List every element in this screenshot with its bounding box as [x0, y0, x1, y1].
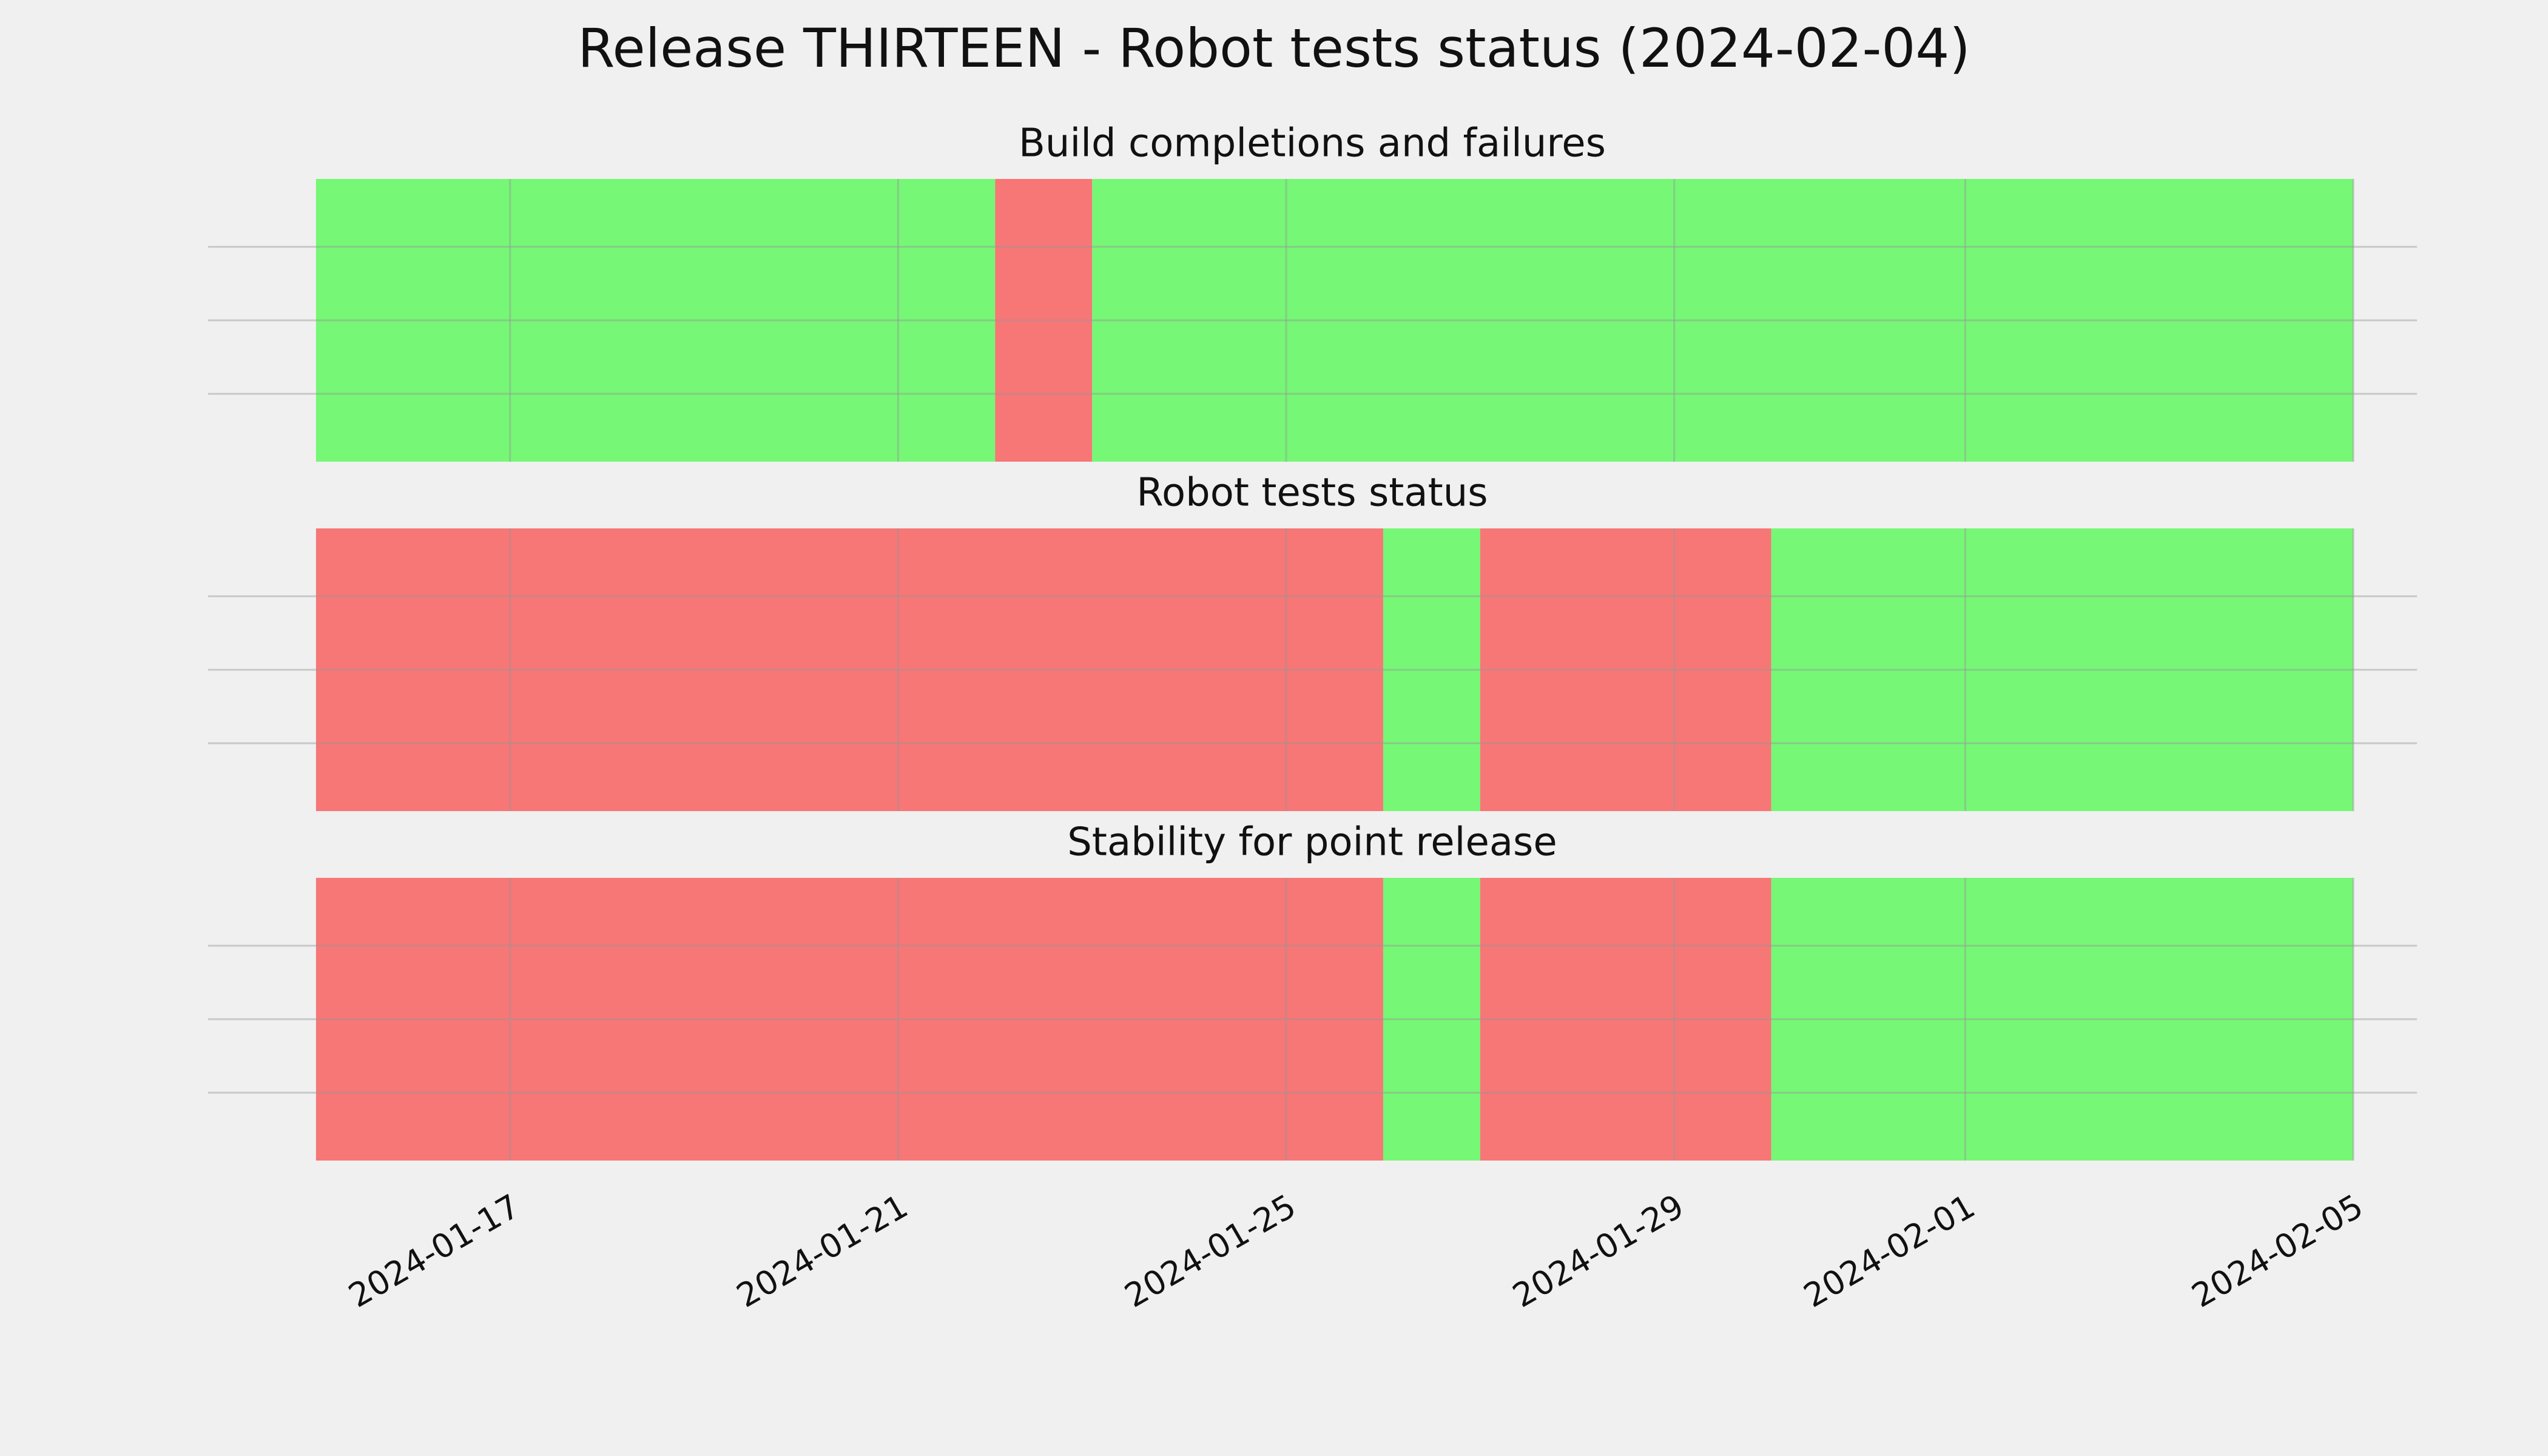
panel-title: Build completions and failures	[1019, 121, 1606, 166]
status-segment	[1383, 528, 1480, 811]
status-segment	[315, 179, 996, 462]
status-segment	[315, 878, 1383, 1161]
panel-title: Stability for point release	[1067, 820, 1557, 865]
status-segment	[1771, 878, 2354, 1161]
status-segment	[995, 179, 1093, 462]
status-segment	[1383, 878, 1480, 1161]
status-segment	[315, 528, 1383, 811]
status-segment	[1092, 179, 2354, 462]
status-segment	[1480, 528, 1771, 811]
status-segment	[1771, 528, 2354, 811]
chart-title: Release THIRTEEN - Robot tests status (2…	[578, 17, 1970, 79]
panel-title: Robot tests status	[1136, 471, 1488, 516]
status-segment	[1480, 878, 1771, 1161]
